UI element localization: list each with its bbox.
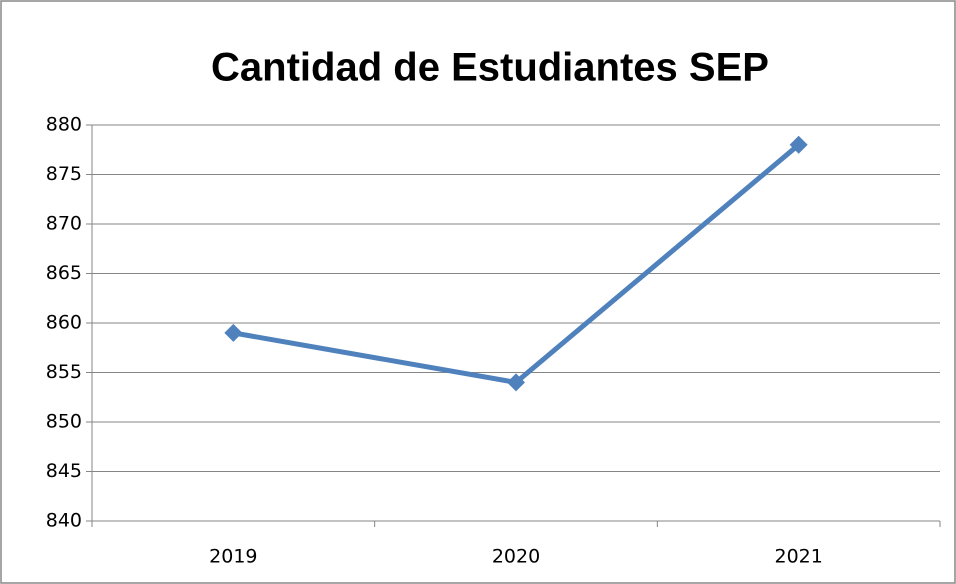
y-tick-label: 865 [46,262,82,284]
x-tick-label: 2020 [492,546,540,568]
y-tick-label: 855 [46,361,82,383]
marker [789,135,808,154]
chart-title: Cantidad de Estudiantes SEP [211,46,769,90]
y-tick-label: 870 [46,213,82,235]
y-tick-label: 845 [46,460,82,482]
y-tick-label: 875 [46,163,82,185]
x-tick-label: 2019 [209,546,257,568]
x-tick-label: 2021 [774,546,822,568]
marker [507,373,525,392]
y-tick-label: 860 [46,312,82,334]
marker [224,323,243,342]
y-tick-label: 850 [46,411,82,433]
y-tick-label: 880 [46,114,82,136]
y-tick-label: 840 [46,510,82,532]
